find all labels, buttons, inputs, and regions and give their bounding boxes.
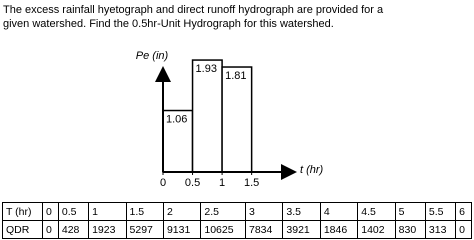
table-cell: 3921 — [282, 220, 321, 239]
bar — [191, 59, 223, 173]
table-cell: 5 — [394, 202, 426, 221]
table-row: T (hr) 0 0.5 1 1.5 2 2.5 3 3.5 4 4.5 5 5.5 6 — [1, 202, 472, 221]
table-cell: 7834 — [244, 220, 284, 239]
bar — [221, 66, 253, 173]
text-line: given watershed. Find the 0.5hr-Unit Hyd… — [3, 18, 334, 30]
data-label: 1.06 — [166, 113, 187, 125]
table-cell: 4.5 — [357, 202, 396, 221]
x-tick-label: 0 — [160, 177, 166, 189]
table-cell: 1.5 — [125, 202, 164, 221]
table-cell: 428 — [57, 220, 90, 239]
table-cell: 5.5 — [424, 202, 457, 221]
table-cell: 3.5 — [282, 202, 321, 221]
text-line: The excess rainfall hyetograph and direc… — [3, 4, 384, 16]
table-cell: 0.5 — [57, 202, 90, 221]
table-cell: 6 — [455, 202, 472, 221]
x-tick-label: 1.5 — [244, 177, 259, 189]
x-tick-label: 1 — [219, 177, 225, 189]
table-cell: 1923 — [88, 220, 127, 239]
table-cell: 9131 — [162, 220, 202, 239]
table-cell: 3 — [244, 202, 284, 221]
table-cell: 0 — [42, 202, 59, 221]
data-label: 1.93 — [196, 63, 217, 75]
y-axis-label: Pe (in) — [136, 50, 169, 62]
table-cell: 0 — [455, 220, 472, 239]
x-tick-label: 0.5 — [185, 177, 200, 189]
table-cell: 1402 — [357, 220, 396, 239]
table-cell: 2 — [162, 202, 202, 221]
table-cell: 4 — [319, 202, 359, 221]
table-cell: 830 — [394, 220, 426, 239]
table-cell: 5297 — [125, 220, 164, 239]
table-cell: 0 — [42, 220, 59, 239]
table-cell: 1846 — [319, 220, 359, 239]
x-axis-label: t (hr) — [300, 164, 324, 176]
hyetograph: Pe (in) t (hr) 1.06 1.93 1.81 0 0.5 1 1.5 — [136, 50, 324, 189]
table-cell: 1 — [88, 202, 127, 221]
table-cell: 10625 — [200, 220, 246, 239]
problem-text: The excess rainfall hyetograph and direc… — [3, 3, 383, 31]
table-row: QDR 0 428 1923 5297 9131 10625 7834 3921 1846 1402… — [1, 220, 472, 239]
table-cell: 313 — [424, 220, 457, 239]
table-cell: 2.5 — [200, 202, 246, 221]
row-header: T (hr) — [1, 202, 44, 221]
data-label: 1.81 — [225, 70, 246, 82]
data-table: T (hr) 0 0.5 1 1.5 2 2.5 3 3.5 4 4.5 5 5.5 6 QDR 0 428 19… — [1, 202, 472, 239]
row-header: QDR — [1, 220, 44, 239]
